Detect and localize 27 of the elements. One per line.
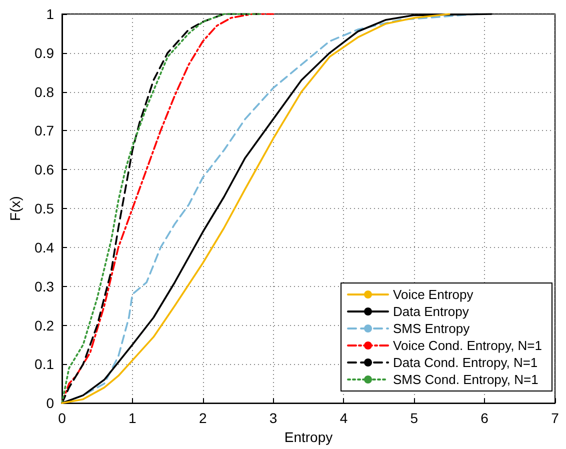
y-tick-label: 0.5 [34, 200, 54, 217]
legend-label: Voice Entropy [393, 287, 474, 302]
x-tick-label: 4 [340, 410, 348, 426]
y-tick-label: 1 [46, 6, 54, 22]
legend-label: Voice Cond. Entropy, N=1 [393, 338, 542, 353]
x-tick-label: 5 [410, 410, 418, 426]
x-tick-label: 6 [480, 410, 489, 426]
y-tick-label: 0.1 [34, 356, 54, 372]
x-tick-label: 3 [269, 410, 278, 426]
y-tick-label: 0.4 [34, 239, 54, 256]
legend-label: Data Entropy [393, 304, 470, 319]
y-tick-label: 0.9 [34, 44, 54, 61]
legend-label: Data Cond. Entropy, N=1 [393, 355, 538, 370]
x-tick-label: 2 [198, 410, 207, 426]
x-tick-label: 7 [551, 410, 560, 426]
x-tick-label: 0 [58, 410, 66, 426]
y-tick-label: 0.7 [34, 122, 54, 139]
y-tick-label: 0 [46, 395, 54, 412]
y-tick-label: 0.8 [34, 84, 54, 100]
x-axis-title: Entropy [284, 429, 333, 445]
x-tick-label: 1 [128, 410, 137, 426]
legend-label: SMS Cond. Entropy, N=1 [393, 372, 538, 387]
y-tick-label: 0.2 [34, 317, 54, 334]
y-tick-label: 0.6 [34, 162, 54, 178]
legend-label: SMS Entropy [393, 321, 470, 336]
y-axis-title: F(x) [7, 196, 23, 221]
y-tick-label: 0.3 [34, 278, 54, 294]
